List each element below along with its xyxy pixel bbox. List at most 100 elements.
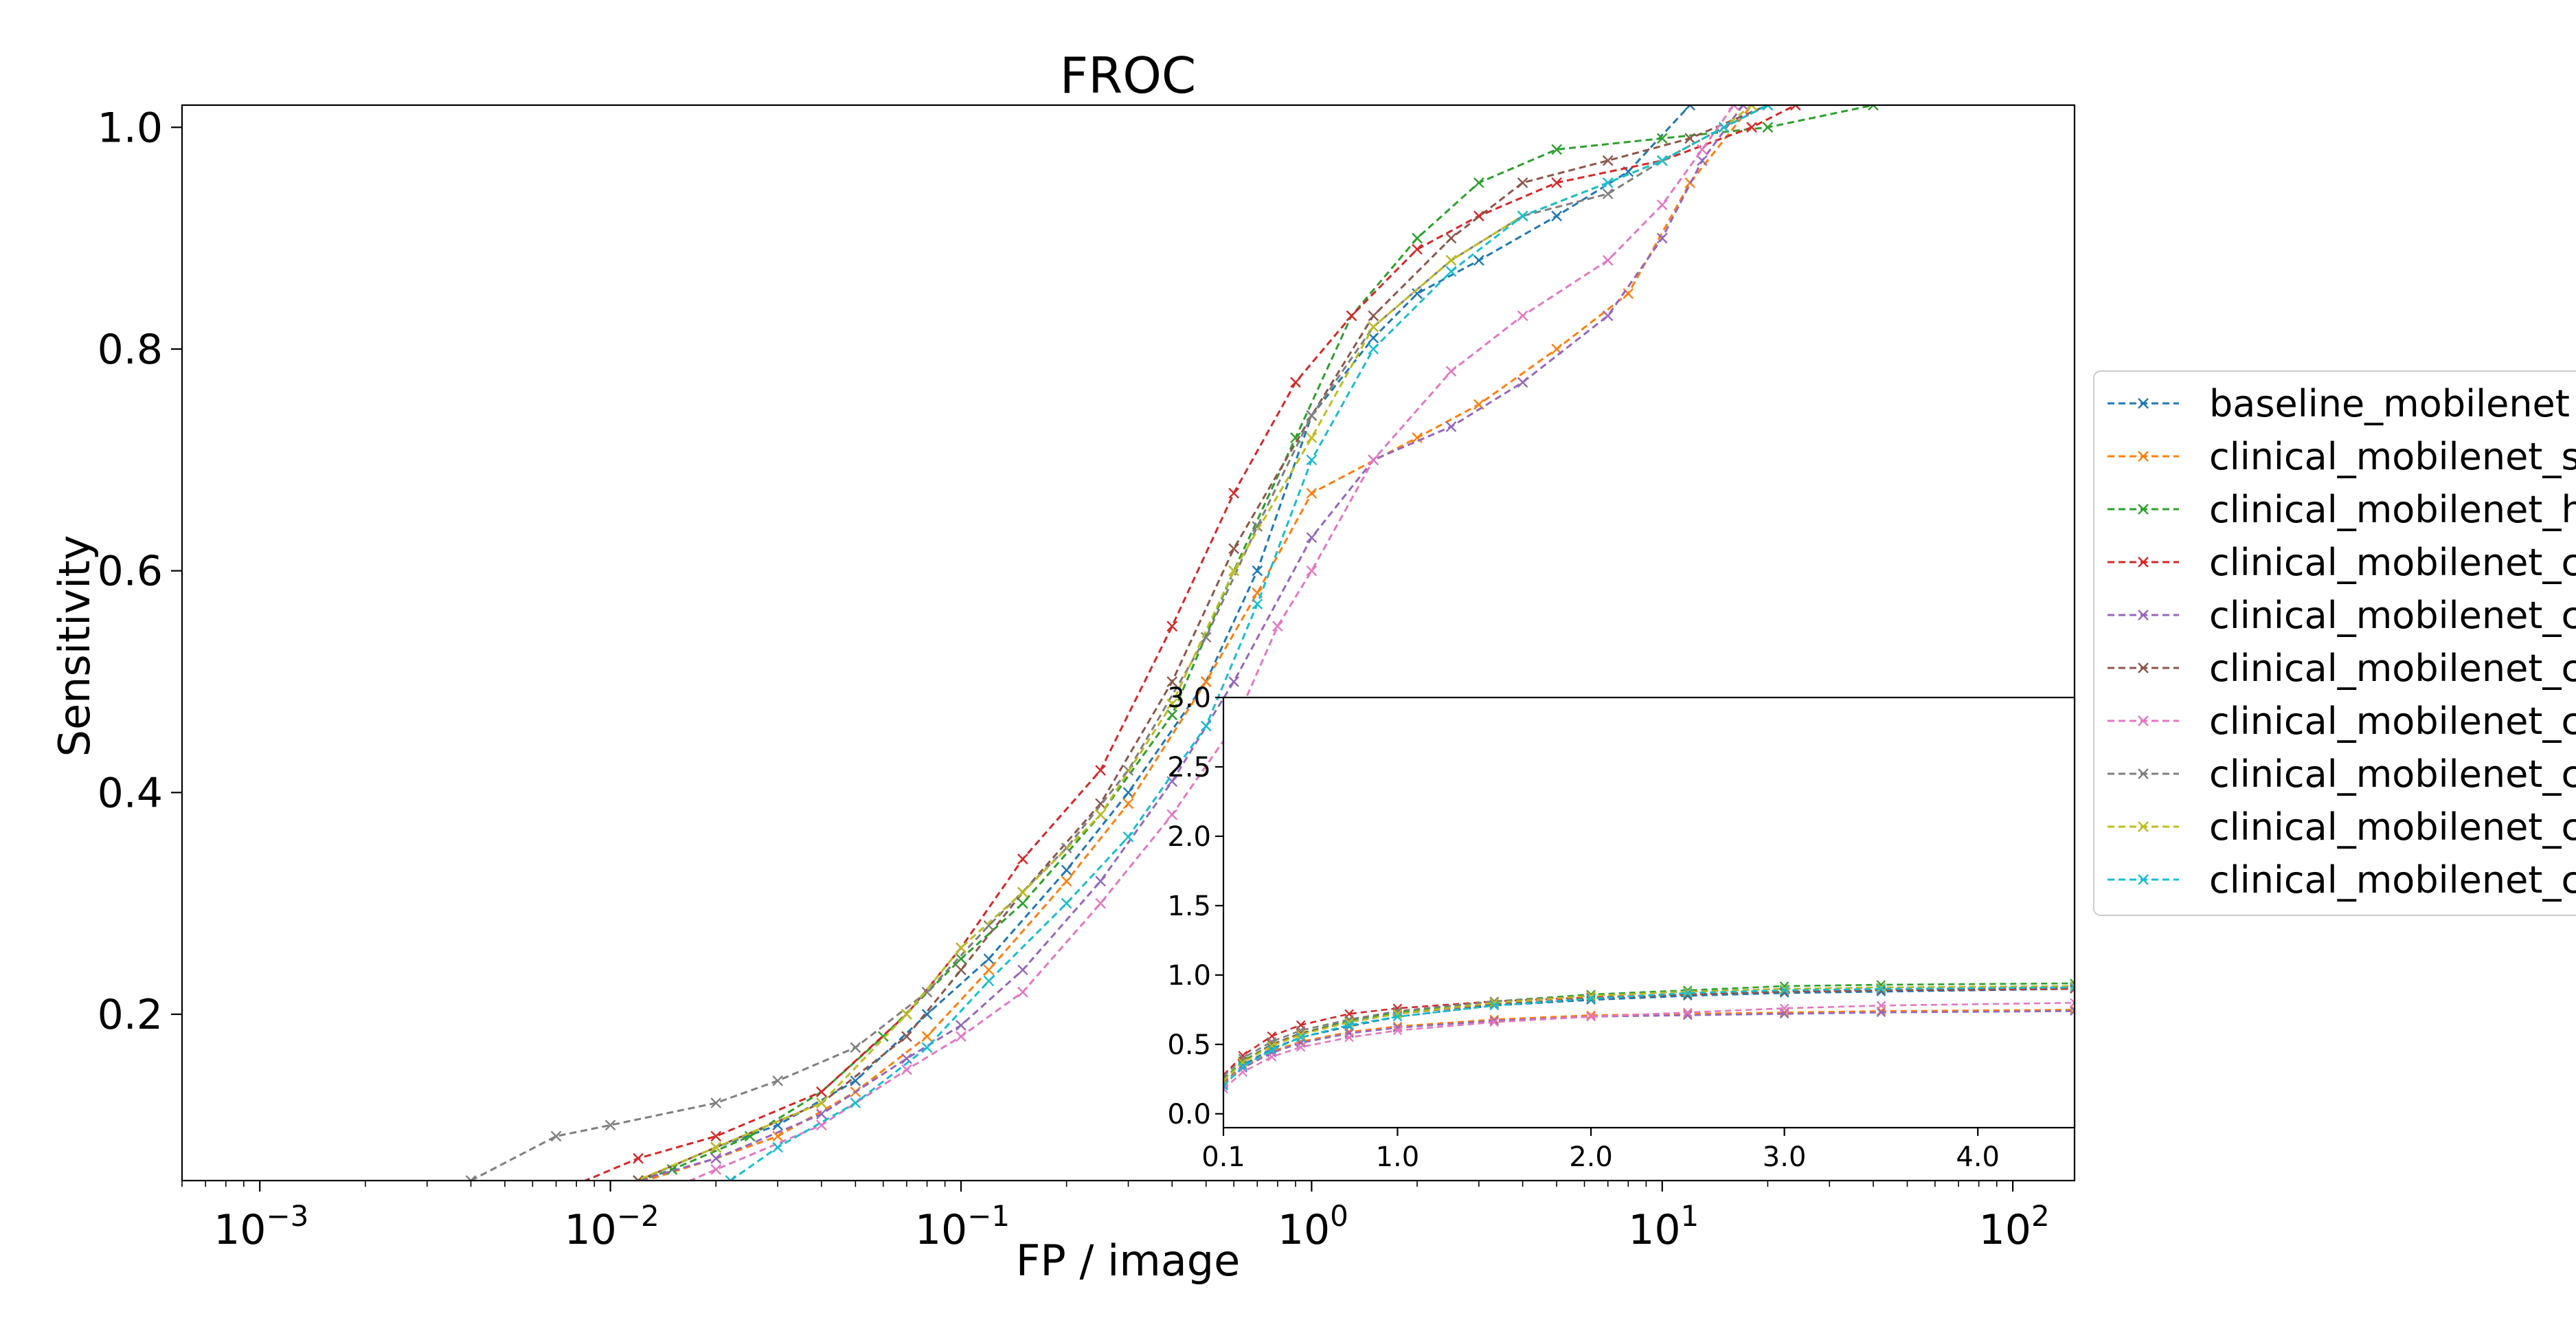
series-point-2 [1412, 432, 1423, 443]
inset-series-point-10 [1586, 994, 1596, 1003]
series-point-3 [744, 1130, 756, 1142]
inset-series-line-9 [1223, 985, 2075, 1082]
x-tick-exponent: −2 [617, 1199, 659, 1233]
series-point-1 [1412, 288, 1423, 300]
series-point-5 [1697, 155, 1708, 166]
inset-series-line-7 [1223, 1002, 2075, 1090]
series-point-1 [1368, 332, 1379, 344]
series-point-7 [816, 1119, 827, 1131]
series-point-5 [1166, 776, 1178, 788]
series-point-7 [710, 1164, 722, 1175]
series-point-7 [956, 1031, 967, 1042]
series-point-9 [1017, 886, 1028, 898]
inset-x-tick-label: 3.0 [1763, 1141, 1807, 1173]
legend-label-8: clinical_mobilenet_co [2209, 752, 2576, 796]
inset-series-point-10 [1267, 1045, 1277, 1055]
series-point-7 [1728, 105, 1739, 111]
x-tick-exponent: −3 [266, 1199, 308, 1233]
inset-y-tick-label: 3.0 [1167, 682, 1211, 714]
series-point-6 [1368, 310, 1379, 322]
series-point-2 [1061, 875, 1072, 887]
series-point-4 [710, 1130, 722, 1142]
inset-series-point-7 [1267, 1052, 1277, 1062]
series-point-10 [1445, 266, 1457, 277]
inset-series-point-8 [1238, 1053, 1247, 1063]
series-point-5 [1095, 875, 1106, 887]
legend-marker-2 [2138, 451, 2149, 462]
series-line-1 [634, 105, 1691, 1181]
series-point-8 [1252, 521, 1263, 532]
series-point-10 [1252, 599, 1263, 610]
inset-series-point-2 [1779, 1007, 1789, 1018]
series-point-1 [1122, 787, 1134, 799]
series-point-3 [1017, 897, 1028, 909]
x-tick-label: 10−1 [915, 1199, 1010, 1254]
x-tick-base: 10 [1979, 1206, 2031, 1254]
inset-series-point-7 [1876, 1001, 1886, 1011]
inset-series-point-4 [1586, 992, 1596, 1002]
series-point-4 [528, 1198, 537, 1207]
inset-series-line-4 [1223, 987, 2075, 1076]
series-point-1 [1252, 565, 1263, 577]
x-axis-label: FP / image [1016, 1236, 1240, 1286]
series-point-7 [1272, 621, 1283, 632]
series-point-8 [1200, 632, 1212, 643]
series-point-10 [1061, 897, 1072, 909]
inset-x-axis-ticks: 0.1 1.0 2.0 3.0 4.0 [1201, 1128, 2000, 1173]
x-tick-base: 10 [915, 1206, 967, 1254]
series-point-6 [552, 1209, 561, 1218]
inset-series-line-2 [1223, 1009, 2075, 1084]
inset-series-point-10 [1683, 988, 1693, 998]
series-point-2 [1200, 676, 1212, 687]
series-point-1 [1551, 210, 1562, 222]
legend-marker-10 [2138, 874, 2149, 885]
inset-series-point-9 [1779, 984, 1789, 994]
series-point-8 [710, 1097, 722, 1108]
series-point-10 [1122, 831, 1134, 842]
x-tick-label: 102 [1979, 1199, 2050, 1254]
series-point-5 [1656, 232, 1668, 244]
x-tick-exponent: 2 [2031, 1199, 2050, 1233]
series-point-5 [1737, 105, 1749, 111]
series-point-3 [1551, 144, 1562, 155]
series-point-10 [850, 1097, 861, 1108]
series-point-6 [901, 1031, 912, 1042]
series-point-7 [1306, 565, 1318, 577]
series-line-8 [470, 105, 1769, 1181]
series-point-4 [1228, 487, 1239, 499]
x-tick-label: 10−2 [564, 1199, 659, 1254]
series-point-10 [725, 1175, 736, 1181]
inset-series-point-7 [1392, 1025, 1403, 1036]
y-tick-label: 0.2 [98, 991, 163, 1039]
legend-marker-6 [2138, 662, 2149, 673]
series-point-7 [1697, 144, 1708, 155]
legend-marker-3 [2138, 504, 2149, 515]
series-point-8 [1306, 410, 1318, 421]
series-point-8 [465, 1175, 477, 1181]
series-point-4 [1290, 377, 1301, 388]
series-point-10 [1200, 720, 1212, 732]
series-point-5 [1517, 377, 1528, 388]
y-axis-label: Sensitivity [49, 535, 100, 757]
inset-series-point-5 [1489, 1016, 1500, 1026]
inset-series-point-4 [2070, 984, 2075, 994]
x-tick-base: 10 [1628, 1206, 1680, 1254]
inset-series-point-10 [1489, 1001, 1500, 1011]
series-point-7 [1017, 986, 1028, 998]
x-axis-ticks: 10−3 10−2 10−1 100 101 102 [181, 1181, 2050, 1254]
series-point-2 [983, 964, 995, 976]
series-point-3 [1656, 133, 1668, 144]
legend-marker-5 [2138, 610, 2149, 621]
series-point-9 [1095, 809, 1106, 820]
series-point-5 [710, 1152, 722, 1164]
series-line-3 [637, 105, 1874, 1181]
inset-series-point-7 [1779, 1003, 1789, 1014]
series-point-3 [666, 1164, 678, 1175]
series-point-9 [1445, 255, 1457, 266]
inset-series-point-10 [1876, 984, 1886, 994]
x-tick-label: 100 [1278, 1199, 1348, 1254]
inset-series-point-5 [1267, 1048, 1277, 1058]
inset-y-tick-label: 0.5 [1167, 1029, 1211, 1061]
inset-series-point-10 [1779, 985, 1789, 995]
